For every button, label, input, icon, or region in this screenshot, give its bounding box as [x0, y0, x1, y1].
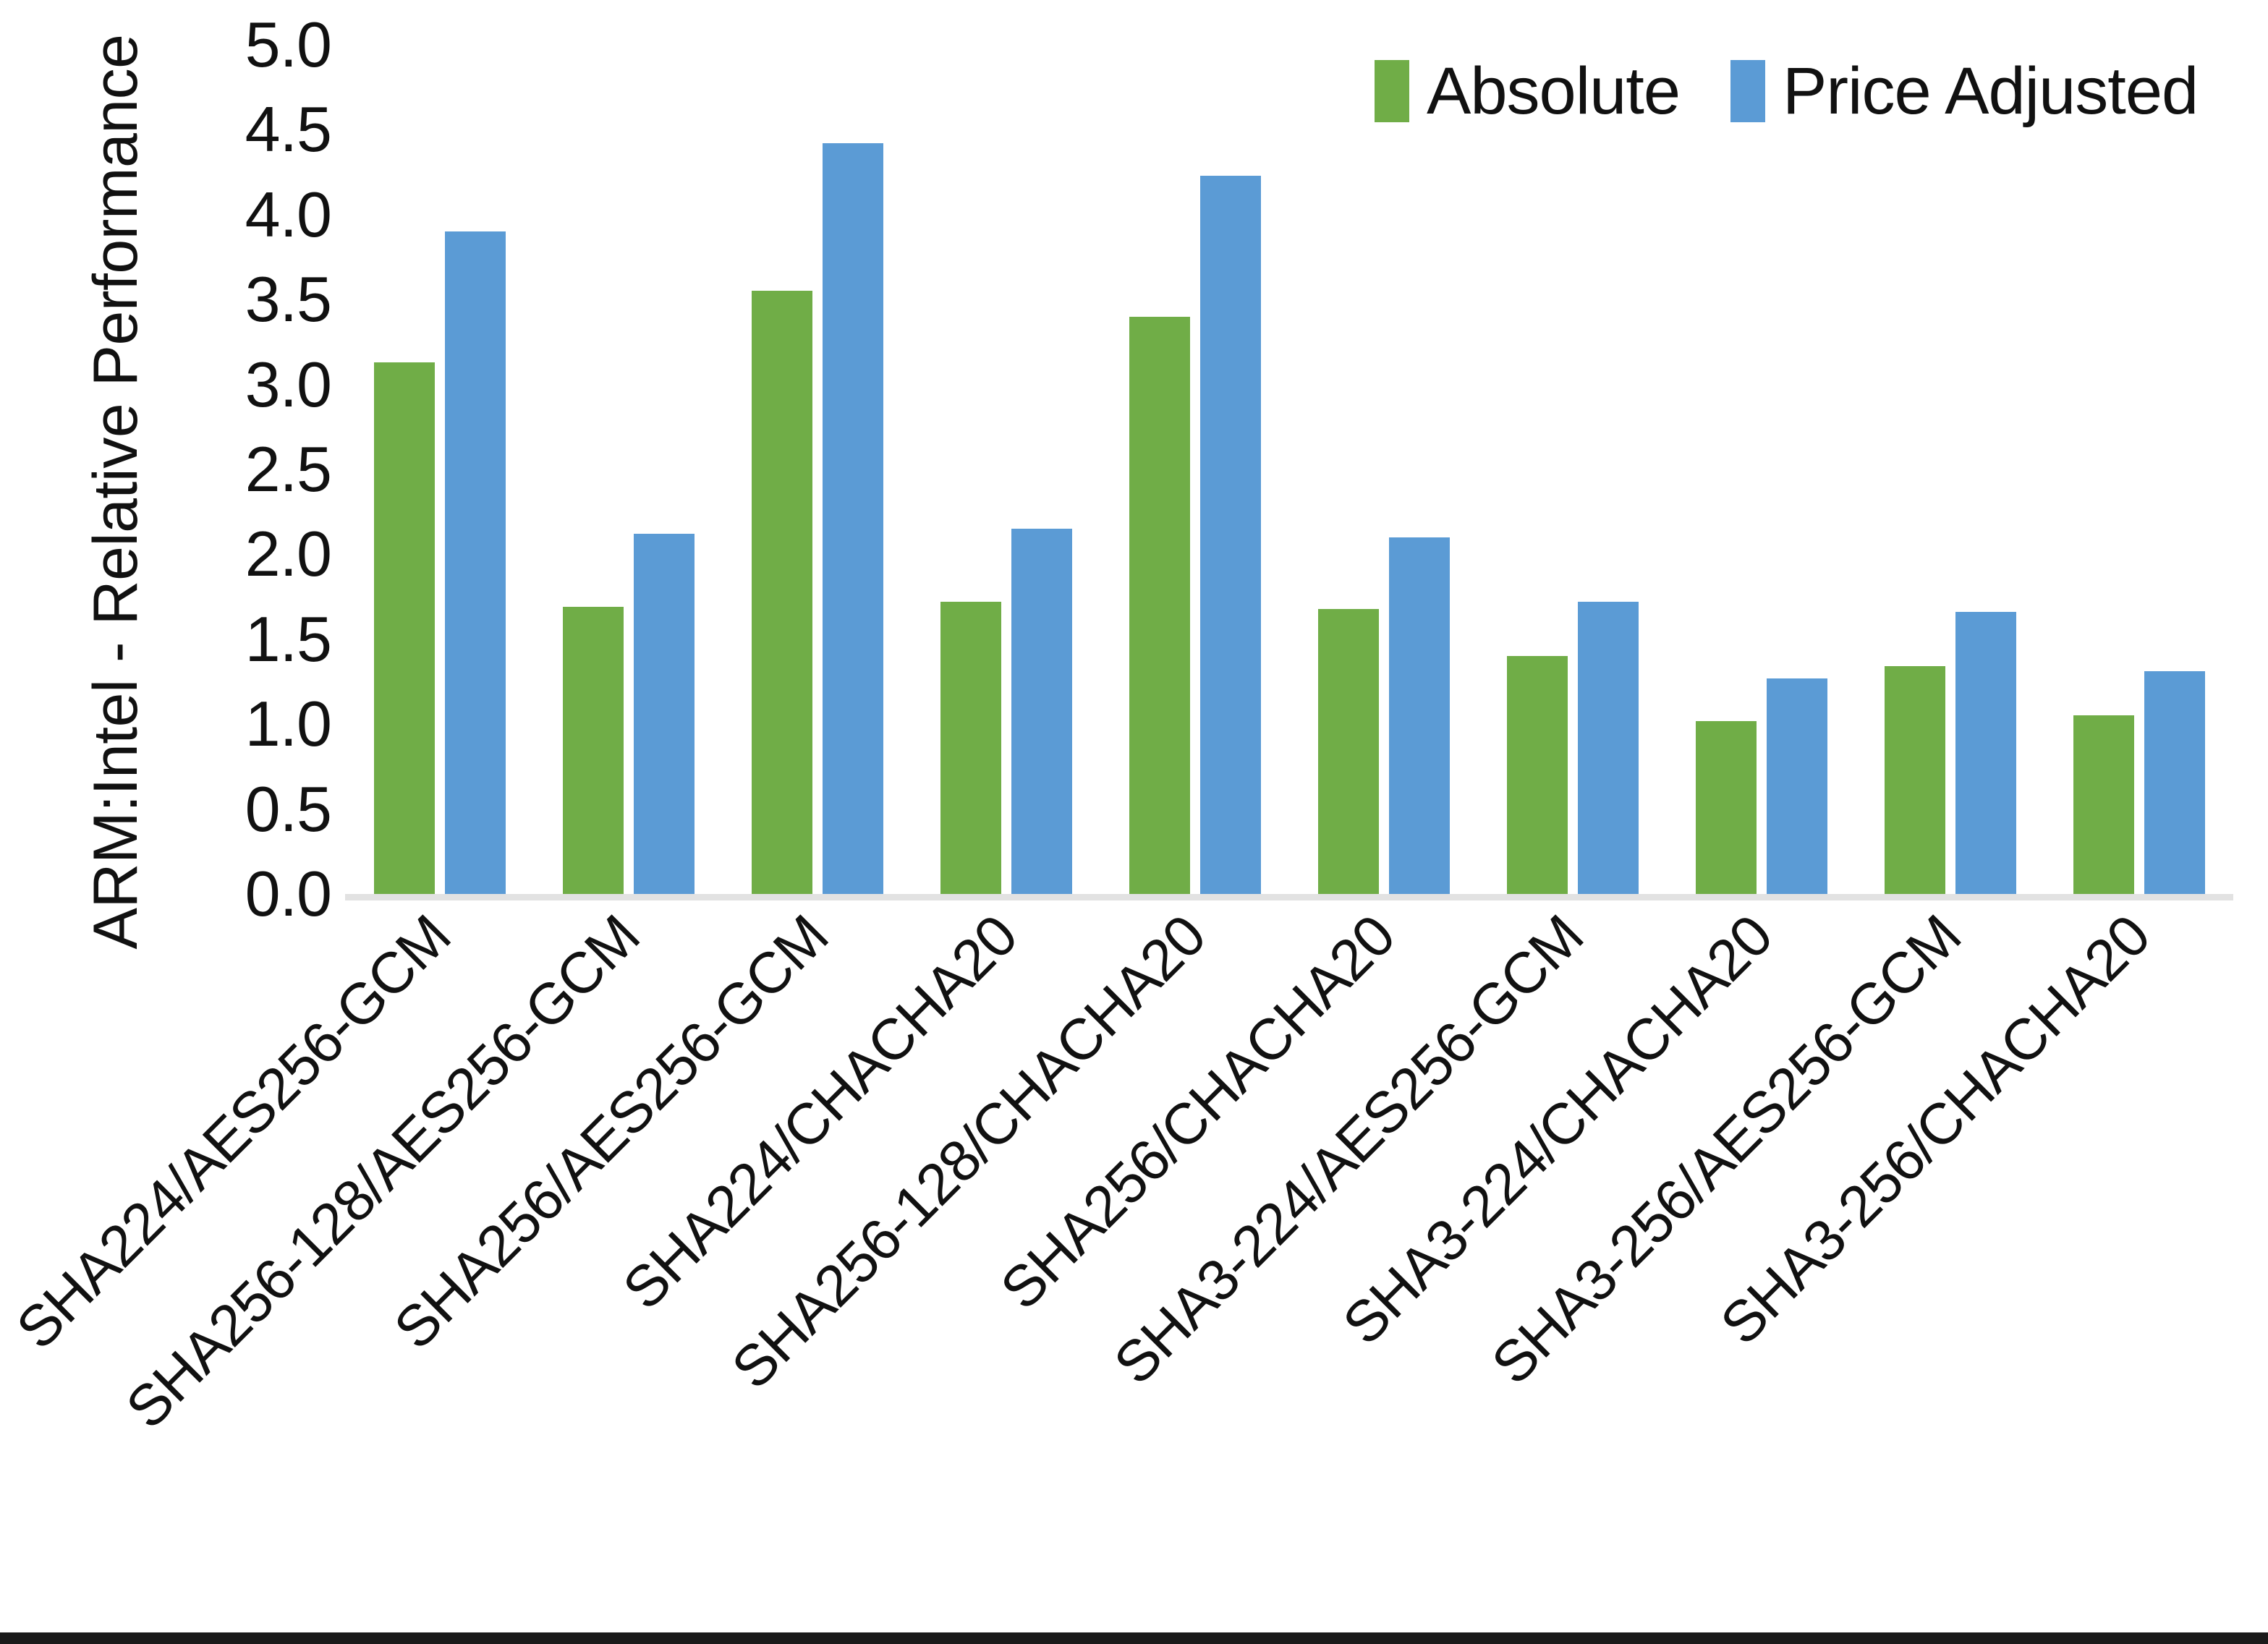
- bar-absolute[interactable]: [1695, 720, 1757, 894]
- plot-area: [345, 45, 2233, 900]
- bar-absolute[interactable]: [1129, 316, 1190, 894]
- bar-group: [1478, 45, 1667, 894]
- bar-absolute[interactable]: [562, 607, 624, 894]
- bar-price-adjusted[interactable]: [444, 231, 506, 894]
- bar-price-adjusted[interactable]: [1199, 175, 1261, 894]
- bar-price-adjusted[interactable]: [633, 534, 695, 894]
- bar-absolute[interactable]: [373, 362, 435, 894]
- chart-legend: Absolute Price Adjusted: [1375, 54, 2199, 128]
- bar-absolute[interactable]: [751, 291, 812, 894]
- y-axis-tick-label: 4.5: [245, 93, 332, 166]
- x-axis-baseline: [345, 894, 2233, 900]
- y-axis-tick-label: 4.0: [245, 178, 332, 250]
- bar-absolute[interactable]: [940, 602, 1001, 894]
- bar-group: [1100, 45, 1289, 894]
- y-axis-tick-label: 3.5: [245, 263, 332, 336]
- bar-price-adjusted[interactable]: [2144, 671, 2205, 894]
- y-axis-tick-label: 3.0: [245, 348, 332, 420]
- y-axis-tick-label: 2.0: [245, 518, 332, 590]
- bar-absolute[interactable]: [2073, 715, 2134, 894]
- bar-group: [2044, 45, 2233, 894]
- bar-price-adjusted[interactable]: [1766, 678, 1827, 894]
- y-axis-title: ARM:Intel - Relative Performance: [80, 34, 150, 950]
- bar-group: [723, 45, 912, 894]
- legend-label: Price Adjusted: [1783, 54, 2199, 128]
- bar-group: [1289, 45, 1478, 894]
- legend-entry[interactable]: Price Adjusted: [1730, 54, 2199, 128]
- bar-absolute[interactable]: [1884, 666, 1945, 894]
- bar-price-adjusted[interactable]: [822, 143, 883, 894]
- bar-group: [912, 45, 1100, 894]
- y-axis-tick-label: 0.0: [245, 858, 332, 929]
- bar-group: [345, 45, 534, 894]
- bar-group: [534, 45, 723, 894]
- legend-swatch-icon: [1375, 60, 1409, 122]
- bar-group: [1856, 45, 2044, 894]
- y-axis-tick-labels: 5.0 4.5 4.0 3.5 3.0 2.5 2.0 1.5 1.0 0.5 0.0: [168, 0, 332, 940]
- y-axis-tick-label: 5.0: [245, 9, 332, 80]
- bar-group: [1667, 45, 1856, 894]
- bar-price-adjusted[interactable]: [1577, 602, 1639, 894]
- bar-absolute[interactable]: [1506, 656, 1568, 894]
- bar-price-adjusted[interactable]: [1388, 537, 1450, 894]
- x-axis-tick-labels: SHA224/AES256-GCM SHA256-128/AES256-GCM SH…: [4, 903, 2233, 1556]
- bar-price-adjusted[interactable]: [1011, 529, 1072, 894]
- bar-absolute[interactable]: [1317, 608, 1379, 894]
- legend-swatch-icon: [1730, 60, 1766, 122]
- y-axis-tick-label: 2.5: [245, 433, 332, 505]
- bar-price-adjusted[interactable]: [1955, 612, 2016, 894]
- y-axis-tick-label: 1.5: [245, 602, 332, 675]
- legend-label: Absolute: [1427, 54, 1681, 128]
- y-axis-tick-label: 1.0: [245, 688, 332, 760]
- y-axis-tick-label: 0.5: [245, 772, 332, 845]
- legend-entry[interactable]: Absolute: [1375, 54, 1681, 128]
